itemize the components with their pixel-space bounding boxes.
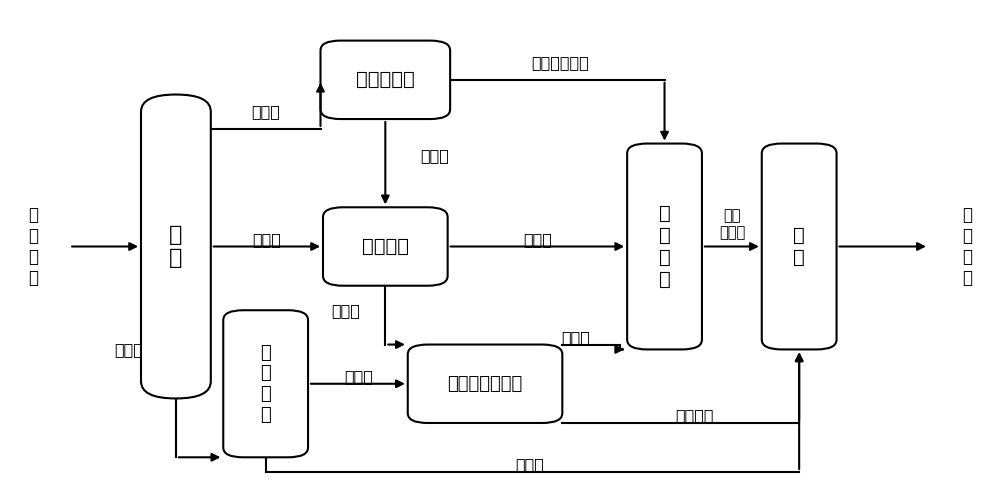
Text: 萃
取
蒸
馏: 萃 取 蒸 馏 (260, 344, 271, 424)
Text: 吸附
脱硫油: 吸附 脱硫油 (719, 208, 745, 241)
Text: 重馏分: 重馏分 (115, 342, 143, 357)
Text: 萃余油: 萃余油 (523, 232, 552, 246)
FancyBboxPatch shape (320, 40, 450, 119)
Text: 液液萃取: 液液萃取 (362, 237, 409, 256)
Text: 萃余油: 萃余油 (515, 457, 544, 472)
Text: 吸
附
脱
硫: 吸 附 脱 硫 (659, 204, 670, 289)
Text: 富硫油: 富硫油 (561, 330, 590, 345)
Text: 脱硫醇处理: 脱硫醇处理 (356, 70, 415, 89)
FancyBboxPatch shape (141, 95, 211, 398)
Text: 脱硫醇轻馏分: 脱硫醇轻馏分 (531, 55, 589, 70)
Text: 轻馏分: 轻馏分 (251, 104, 280, 119)
Text: 汽
油
原
料: 汽 油 原 料 (28, 206, 38, 287)
FancyBboxPatch shape (762, 143, 837, 350)
Text: 混
合: 混 合 (793, 226, 805, 267)
Text: 选择性加氢脱硫: 选择性加氢脱硫 (447, 375, 523, 393)
Text: 萃取油: 萃取油 (332, 303, 360, 317)
FancyBboxPatch shape (408, 345, 562, 423)
Text: 切
割: 切 割 (169, 225, 183, 268)
FancyBboxPatch shape (223, 310, 308, 458)
FancyBboxPatch shape (627, 143, 702, 350)
Text: 萃取油: 萃取油 (344, 369, 373, 384)
Text: 中馏分: 中馏分 (252, 232, 281, 246)
FancyBboxPatch shape (323, 207, 448, 286)
Text: 脱硫馏分: 脱硫馏分 (675, 408, 714, 423)
Text: 抽出油: 抽出油 (420, 148, 449, 163)
Text: 脱
硫
汽
油: 脱 硫 汽 油 (962, 206, 972, 287)
